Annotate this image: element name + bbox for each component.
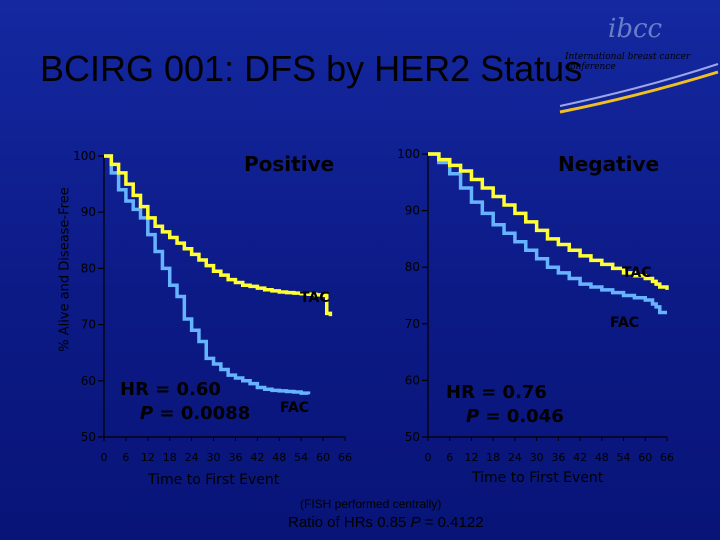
negative-tac-label: TAC <box>622 265 652 281</box>
ratio-prefix: Ratio of HRs 0.85 <box>288 514 411 531</box>
pos-y-tick-label: 60 <box>81 374 96 388</box>
neg-x-tick-label: 18 <box>486 451 500 464</box>
pos-series-tac-curve <box>104 154 333 317</box>
negative-hr-text: HR = 0.76 P = 0.046 <box>446 381 564 429</box>
pos-y-tick-label: 80 <box>81 261 96 275</box>
pos-x-tick-label: 18 <box>163 451 177 464</box>
pos-series-fac-curve <box>104 154 311 395</box>
slide-title: BCIRG 001: DFS by HER2 Status <box>40 48 583 89</box>
conference-logo-subtitle: International breast cancer conference <box>565 52 691 72</box>
positive-hr-text: HR = 0.60 P = 0.0088 <box>120 378 250 426</box>
neg-y-tick-label: 70 <box>405 317 420 331</box>
neg-x-tick-label: 6 <box>446 451 453 464</box>
pos-y-tick-label: 90 <box>81 205 96 219</box>
positive-p-label: P <box>140 403 154 424</box>
pos-x-tick-label: 66 <box>338 451 352 464</box>
neg-y-tick-label: 100 <box>397 147 420 161</box>
ratio-p-label: P <box>410 514 421 531</box>
neg-x-tick-label: 30 <box>530 451 544 464</box>
negative-p-value: = 0.046 <box>479 406 564 427</box>
neg-y-tick-label: 90 <box>405 204 420 218</box>
fish-note: (FISH performed centrally) <box>300 497 442 511</box>
conference-logo: ibcc <box>608 14 663 44</box>
pos-x-tick-label: 60 <box>316 451 330 464</box>
positive-series <box>104 154 333 395</box>
positive-p-line: P = 0.0088 <box>120 402 250 426</box>
neg-x-tick-label: 36 <box>551 451 565 464</box>
positive-p-value: = 0.0088 <box>153 403 251 424</box>
pos-x-tick-label: 42 <box>250 451 264 464</box>
negative-fac-label: FAC <box>610 315 639 331</box>
negative-y-ticks: 50 60 70 80 90 100 <box>397 147 428 444</box>
pos-x-tick-label: 30 <box>207 451 221 464</box>
positive-fac-label: FAC <box>280 400 309 416</box>
neg-x-tick-label: 66 <box>660 451 674 464</box>
pos-x-tick-label: 0 <box>101 451 108 464</box>
pos-x-tick-label: 48 <box>272 451 286 464</box>
neg-x-tick-label: 24 <box>508 451 522 464</box>
negative-p-line: P = 0.046 <box>446 405 564 429</box>
positive-axes <box>103 156 345 438</box>
pos-x-tick-label: 6 <box>122 451 129 464</box>
pos-x-tick-label: 54 <box>294 451 308 464</box>
pos-y-tick-label: 50 <box>81 430 96 444</box>
neg-x-tick-label: 60 <box>638 451 652 464</box>
positive-panel-title: Positive <box>244 152 335 176</box>
pos-x-tick-label: 36 <box>228 451 242 464</box>
positive-x-ticks: 0 6 12 18 24 30 36 42 48 54 60 66 <box>101 437 352 464</box>
negative-x-ticks: 0 6 12 18 24 30 36 42 48 54 60 66 <box>425 437 674 464</box>
pos-x-tick-label: 24 <box>185 451 199 464</box>
positive-y-ticks: 50 60 70 80 90 100 <box>73 149 104 444</box>
negative-panel-title: Negative <box>558 152 660 176</box>
neg-y-tick-label: 60 <box>405 373 420 387</box>
negative-p-label: P <box>466 406 480 427</box>
neg-x-tick-label: 0 <box>425 451 432 464</box>
neg-series-tac-curve <box>428 152 669 290</box>
pos-y-tick-label: 70 <box>81 318 96 332</box>
neg-x-tick-label: 12 <box>464 451 478 464</box>
pos-y-tick-label: 100 <box>73 149 96 163</box>
ratio-of-hrs: Ratio of HRs 0.85 P = 0.4122 <box>288 514 484 531</box>
positive-hr-value: HR = 0.60 <box>120 379 221 400</box>
negative-series <box>428 152 669 315</box>
ratio-suffix: = 0.4122 <box>420 514 484 531</box>
positive-x-axis-label: Time to First Event <box>148 472 280 488</box>
pos-x-tick-label: 12 <box>141 451 155 464</box>
positive-tac-label: TAC <box>300 290 330 306</box>
neg-y-tick-label: 50 <box>405 430 420 444</box>
neg-x-tick-label: 54 <box>617 451 631 464</box>
neg-y-tick-label: 80 <box>405 260 420 274</box>
negative-axes <box>427 154 667 438</box>
neg-x-tick-label: 42 <box>573 451 587 464</box>
negative-x-axis-label: Time to First Event <box>472 470 604 486</box>
neg-series-fac-curve <box>428 152 667 315</box>
neg-x-tick-label: 48 <box>595 451 609 464</box>
negative-hr-value: HR = 0.76 <box>446 382 547 403</box>
